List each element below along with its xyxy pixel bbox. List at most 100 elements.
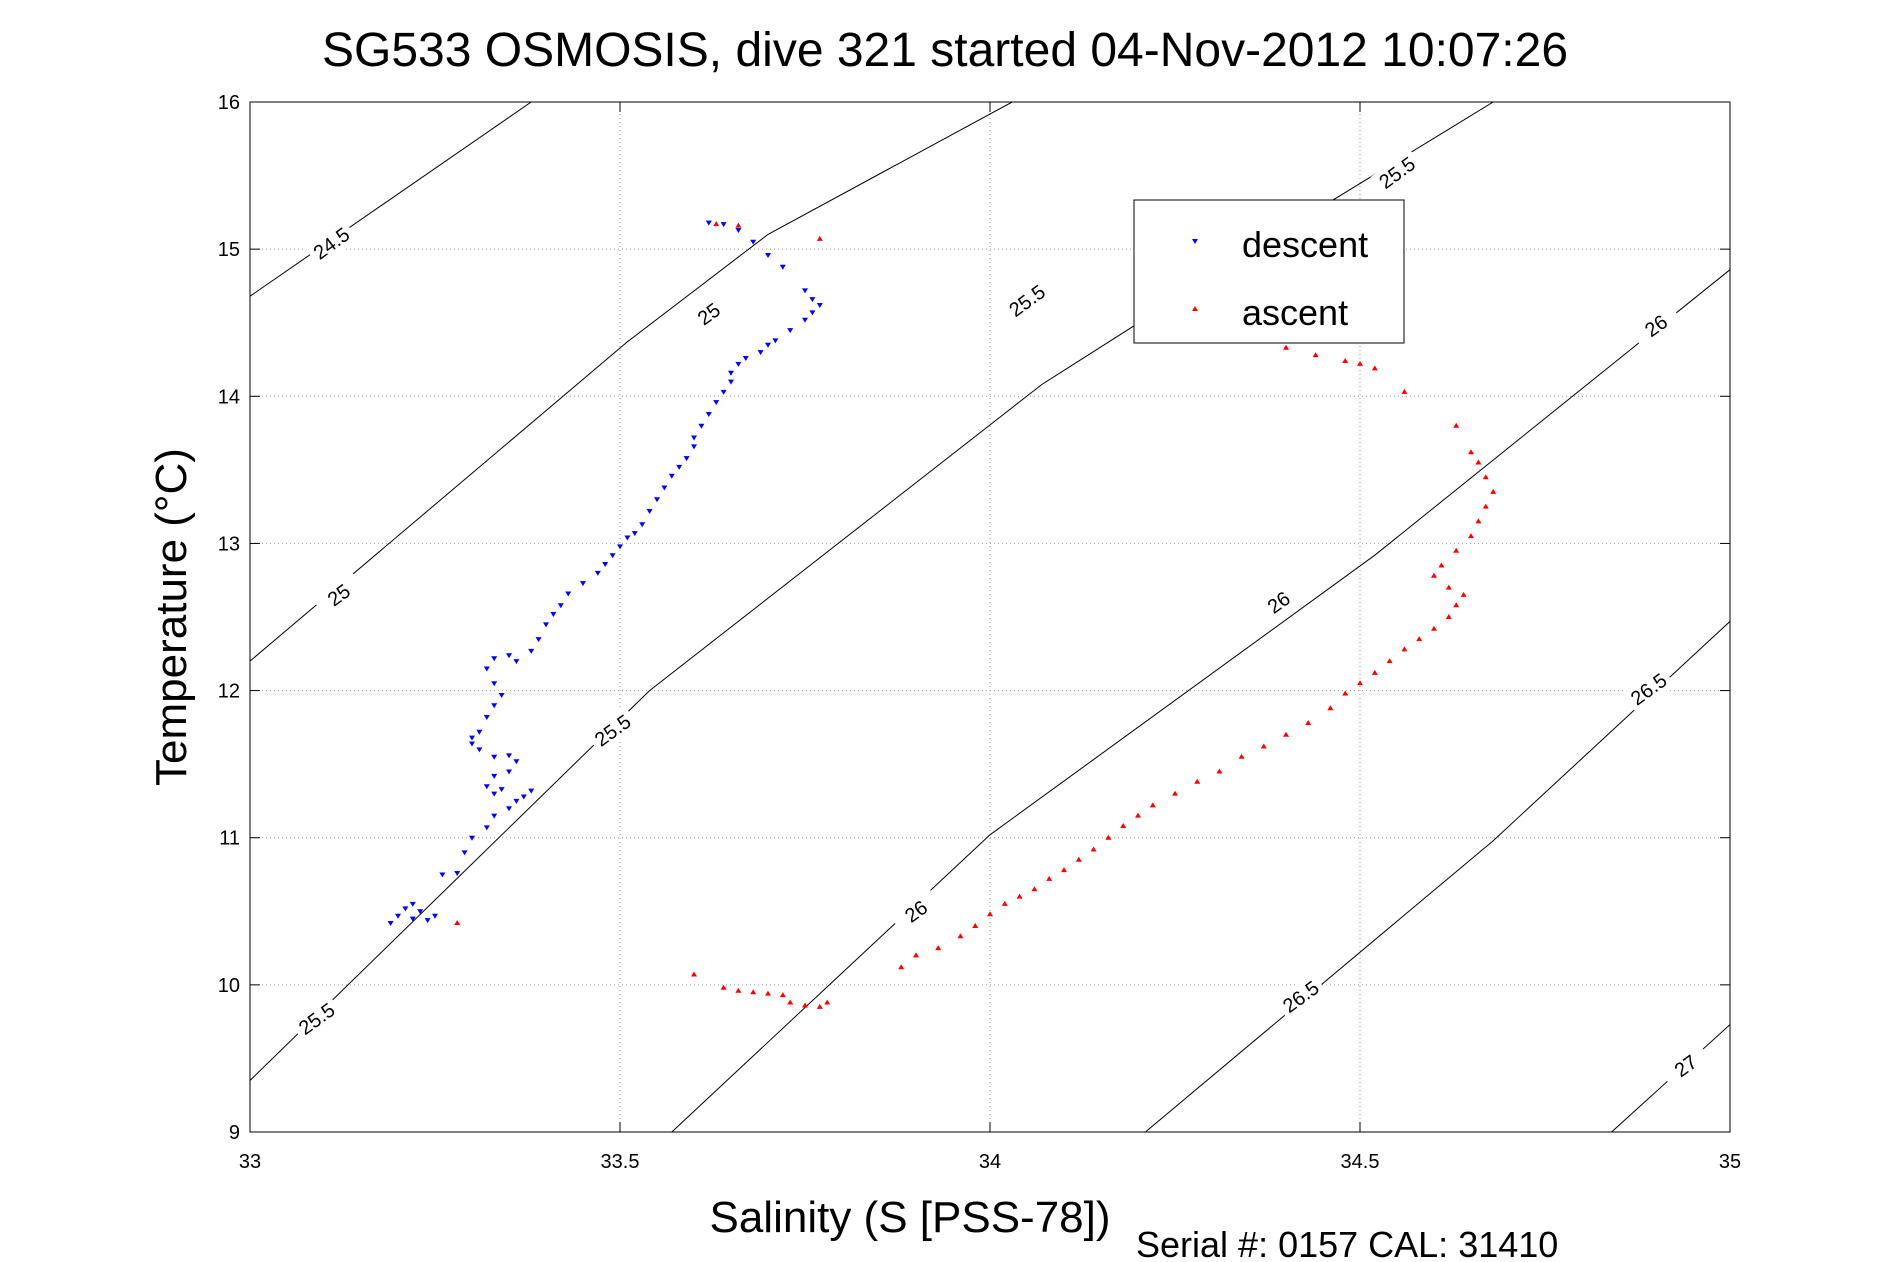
descent-point (528, 648, 535, 654)
x-tick-label: 33 (239, 1151, 261, 1173)
ascent-point (1371, 365, 1378, 371)
serial-cal-text: Serial #: 0157 CAL: 31410 (1136, 1224, 1558, 1262)
ascent-point (1460, 591, 1467, 597)
contour-label-bg (1622, 665, 1676, 713)
descent-point (476, 729, 483, 735)
y-tick-label: 16 (218, 92, 240, 114)
contour-label-bg (682, 290, 736, 338)
descent-point (402, 906, 409, 912)
descent-point (491, 703, 498, 709)
ascent-point (1075, 856, 1082, 862)
descent-point (491, 773, 498, 779)
descent-point (409, 916, 416, 922)
descent-point (483, 666, 490, 672)
contour-label-bg (304, 219, 358, 268)
ascent-point (913, 952, 919, 958)
ascent-point (1468, 533, 1474, 539)
contour-label-bg (312, 571, 366, 619)
contour-label-bg (586, 706, 640, 755)
ascent-point (1482, 474, 1489, 480)
descent-point (624, 535, 631, 541)
legend: descent ascent (1133, 199, 1405, 344)
ascent-point (935, 945, 942, 951)
descent-point (691, 444, 697, 450)
ascent-point (1001, 900, 1008, 906)
descent-point (772, 338, 779, 344)
descent-point (728, 370, 734, 376)
ascent-point (1172, 790, 1178, 796)
ascent-point (720, 984, 727, 990)
descent-point (528, 788, 535, 794)
contour-line-24.5 (250, 102, 532, 297)
descent-point (609, 553, 616, 559)
x-tick-label: 35 (1719, 1151, 1741, 1173)
x-tick-label: 34 (979, 1151, 1001, 1173)
descent-point (395, 913, 401, 919)
y-tick-label: 15 (218, 239, 240, 261)
ascent-point (1453, 602, 1460, 608)
descent-point (491, 754, 498, 760)
descent-point (728, 379, 734, 385)
descent-point (506, 753, 512, 759)
ascent-point (735, 987, 742, 993)
ascent-point (1016, 893, 1023, 899)
ascent-point (1482, 503, 1489, 509)
descent-point (513, 798, 520, 804)
ascent-point (1453, 547, 1460, 553)
contour-label-bg (290, 994, 344, 1043)
descent-point (491, 656, 498, 662)
descent-point (802, 288, 808, 294)
descent-point (543, 622, 549, 628)
descent-point (491, 791, 498, 797)
descent-point (750, 239, 757, 245)
ascent-point (1453, 422, 1460, 428)
ascent-point (1149, 802, 1156, 808)
ascent-point (1431, 572, 1437, 578)
x-axis-label: Salinity (S [PSS-78]) (709, 1193, 1110, 1242)
descent-point (787, 328, 794, 334)
descent-point (809, 297, 816, 303)
contour-label-bg (1629, 301, 1683, 350)
descent-point (683, 456, 690, 462)
contour-label-bg (1274, 972, 1328, 1021)
descent-point (654, 497, 660, 503)
descent-point (765, 253, 771, 259)
descent-point (498, 787, 505, 793)
descent-point (594, 570, 601, 576)
ascent-point (1090, 846, 1097, 852)
descent-point (432, 913, 438, 919)
ascent-point (1468, 449, 1474, 455)
descent-point (513, 759, 520, 765)
ascent-point (1216, 768, 1223, 774)
ascent-point (779, 992, 786, 998)
contour-line-26 (671, 269, 1730, 1132)
descent-point (565, 591, 572, 597)
descent-point (646, 509, 653, 515)
descent-point (816, 303, 823, 309)
descent-point (454, 871, 461, 877)
legend-descent-marker (1192, 239, 1198, 244)
descent-point (469, 835, 475, 841)
descent-point (439, 872, 446, 878)
ascent-point (1105, 834, 1112, 840)
ascent-point (787, 999, 794, 1005)
ascent-point (691, 971, 697, 977)
descent-point (720, 222, 727, 228)
legend-ascent-label: ascent (1242, 292, 1348, 333)
ascent-point (1490, 488, 1497, 494)
x-axis-ticks: 33 33.5 34 34.5 35 (239, 102, 1741, 1173)
descent-point (742, 356, 749, 362)
ascent-point (454, 920, 461, 926)
ascent-point (1061, 867, 1067, 873)
descent-point (705, 411, 712, 417)
descent-point (765, 342, 771, 348)
ascent-point (1046, 875, 1053, 881)
descent-point (735, 228, 742, 234)
ascent-point (1357, 680, 1363, 686)
ascent-point (1135, 812, 1141, 818)
descent-point (639, 522, 646, 528)
ascent-point (735, 222, 742, 228)
ascent-point (824, 999, 831, 1005)
y-axis-ticks: 9 10 11 12 13 14 15 16 (218, 92, 1730, 1144)
